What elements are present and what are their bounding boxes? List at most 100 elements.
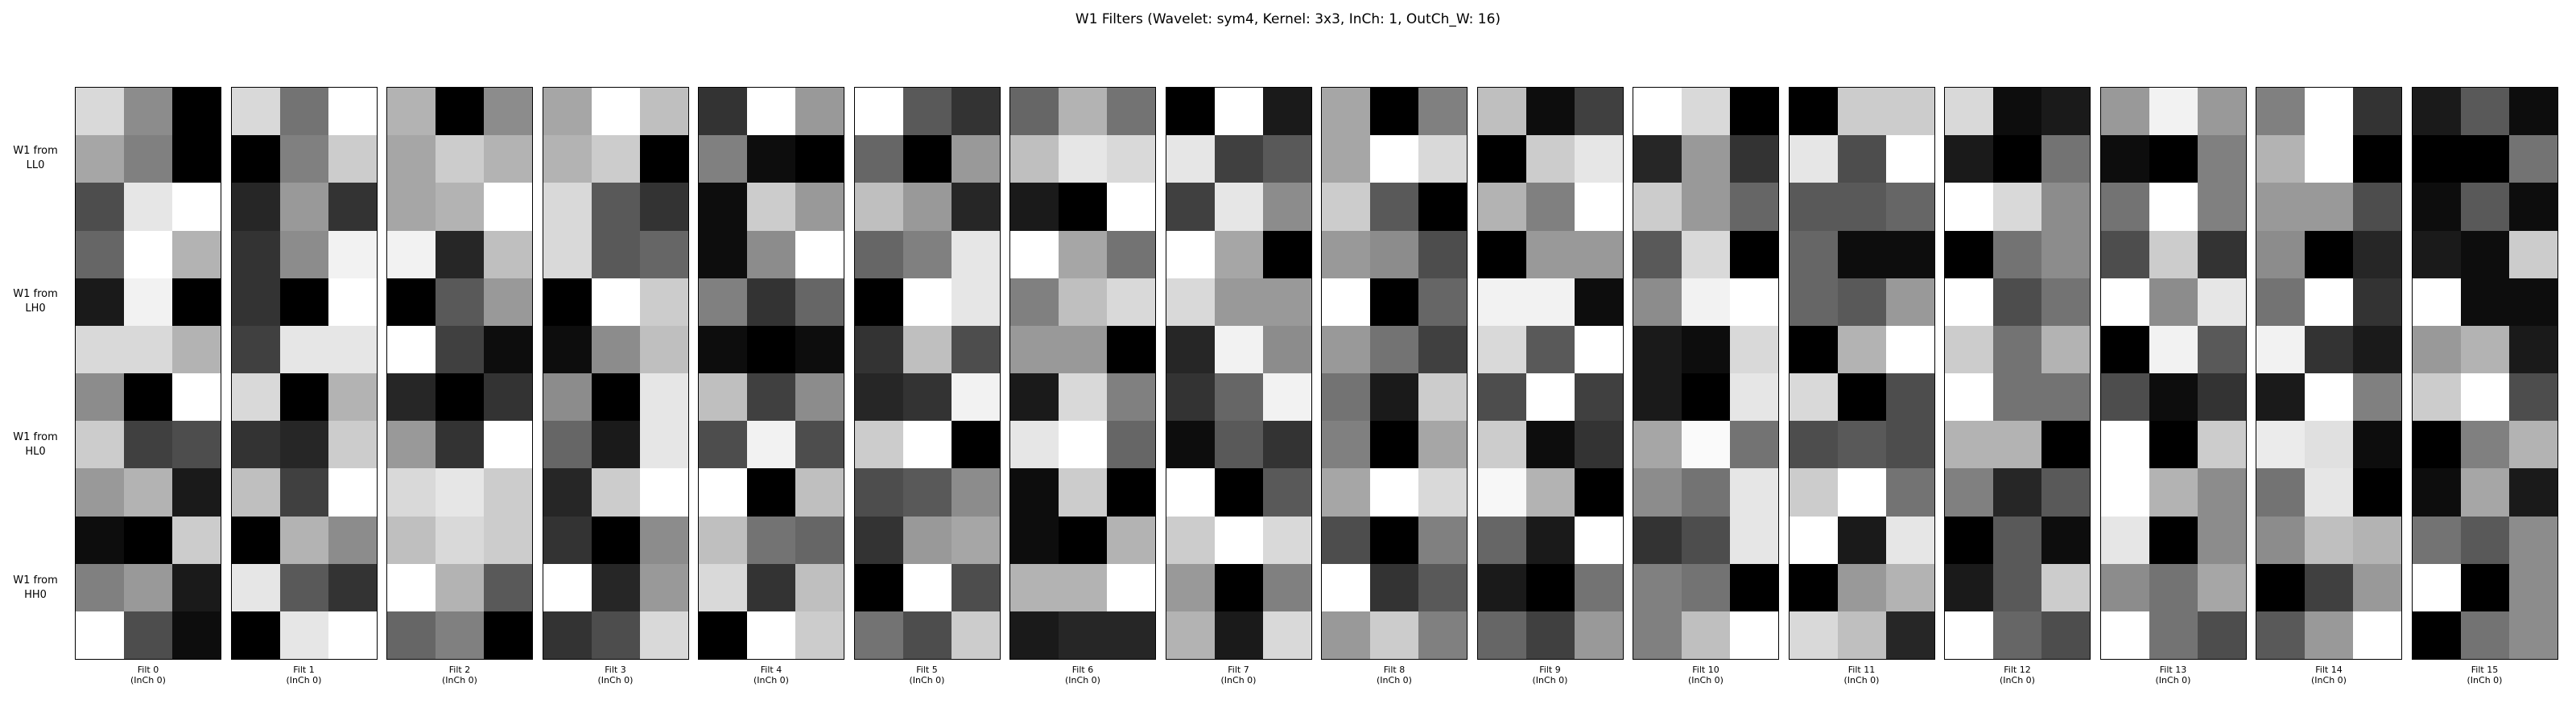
heatmap-cell [1107, 563, 1155, 611]
heatmap-cell [1477, 88, 1526, 136]
heatmap-cell [231, 183, 280, 231]
heatmap-cell [279, 468, 328, 517]
heatmap-cell [76, 421, 124, 469]
heatmap-cell [1993, 230, 2041, 278]
filter-label: Filt 14 (InCh 0) [2256, 665, 2402, 685]
heatmap-cell [76, 325, 124, 373]
heatmap-cell [1166, 421, 1215, 469]
filter-name: Filt 7 [1228, 665, 1249, 675]
heatmap-cell [1574, 135, 1623, 183]
heatmap-cell [387, 516, 436, 564]
heatmap-cell [1837, 516, 1886, 564]
heatmap-cell [2305, 88, 2353, 136]
heatmap-cell [854, 563, 903, 611]
heatmap-cell [2100, 468, 2149, 517]
heatmap-cell [699, 88, 747, 136]
heatmap-cell [231, 135, 280, 183]
heatmap-cell [2412, 88, 2461, 136]
heatmap-cell [1262, 516, 1311, 564]
heatmap-cell [1837, 135, 1886, 183]
heatmap-cell [1477, 516, 1526, 564]
heatmap-cell [1477, 325, 1526, 373]
heatmap-cell [231, 468, 280, 517]
heatmap-cell [2197, 278, 2246, 326]
heatmap-cell [1107, 183, 1155, 231]
heatmap-cell [76, 88, 124, 136]
heatmap-cell [2353, 563, 2401, 611]
heatmap-cell [1525, 183, 1575, 231]
heatmap-cell [951, 278, 1000, 326]
heatmap-cell [2100, 135, 2149, 183]
heatmap-cell [2353, 88, 2401, 136]
heatmap-cell [902, 468, 952, 517]
heatmap-cell [1730, 373, 1778, 422]
heatmap-cell [1633, 563, 1682, 611]
heatmap-cell [1730, 516, 1778, 564]
heatmap-cell [2041, 468, 2090, 517]
heatmap-cell [1214, 373, 1263, 422]
heatmap-cell [699, 373, 747, 422]
heatmap-cell [795, 468, 844, 517]
heatmap-cell [1166, 183, 1215, 231]
heatmap-cell [1730, 135, 1778, 183]
filter-name: Filt 8 [1383, 665, 1406, 675]
heatmap-cell [2149, 183, 2198, 231]
heatmap-cell [387, 468, 436, 517]
heatmap-cell [76, 183, 124, 231]
heatmap-cell [2149, 325, 2198, 373]
row-label: W1 from LH0 [13, 288, 58, 315]
filter-panel [1476, 87, 1624, 660]
heatmap-cell [951, 325, 1000, 373]
heatmap-cell [902, 88, 952, 136]
filter-label: Filt 2 (InCh 0) [386, 665, 533, 685]
heatmap-cell [2305, 421, 2353, 469]
heatmap-cell [854, 373, 903, 422]
heatmap-cell [2256, 88, 2305, 136]
heatmap-cell [2100, 563, 2149, 611]
heatmap-cell [639, 183, 688, 231]
heatmap-cell [436, 230, 484, 278]
heatmap-cell [1633, 468, 1682, 517]
heatmap-cell [1166, 373, 1215, 422]
heatmap-cell [172, 421, 221, 469]
heatmap-cell [639, 88, 688, 136]
heatmap-cell [1107, 230, 1155, 278]
heatmap-cell [279, 373, 328, 422]
heatmap-cell [747, 183, 795, 231]
heatmap-cell [2197, 230, 2246, 278]
heatmap-cell [1214, 135, 1263, 183]
heatmap-cell [2149, 230, 2198, 278]
heatmap-cell [1262, 373, 1311, 422]
heatmap-cell [1477, 373, 1526, 422]
heatmap-cell [2041, 563, 2090, 611]
heatmap-cell [1525, 230, 1575, 278]
heatmap-cell [1574, 88, 1623, 136]
heatmap-cell [1885, 468, 1934, 517]
heatmap-cell [1370, 230, 1418, 278]
heatmap-cell [2508, 611, 2557, 659]
heatmap-cell [1789, 563, 1838, 611]
filter-name: Filt 10 [1692, 665, 1719, 675]
heatmap-cell [1418, 230, 1467, 278]
heatmap-cell [1885, 516, 1934, 564]
filter-name: Filt 5 [916, 665, 938, 675]
heatmap-cell [1993, 563, 2041, 611]
heatmap-cell [1837, 563, 1886, 611]
heatmap-cell [1993, 516, 2041, 564]
heatmap-cell [1682, 421, 1730, 469]
heatmap-cell [2305, 516, 2353, 564]
heatmap-cell [387, 230, 436, 278]
heatmap-cell [2100, 325, 2149, 373]
filter-label: Filt 10 (InCh 0) [1633, 665, 1779, 685]
heatmap-cell [795, 278, 844, 326]
heatmap-cell [2305, 373, 2353, 422]
heatmap-cell [854, 88, 903, 136]
heatmap-cell [1945, 563, 1993, 611]
heatmap-cell [2149, 88, 2198, 136]
filter-sublabel: (InCh 0) [2311, 675, 2347, 685]
filter-label: Filt 1 (InCh 0) [231, 665, 378, 685]
heatmap-cell [1525, 421, 1575, 469]
heatmap-cell [1574, 325, 1623, 373]
heatmap-cell [124, 88, 172, 136]
heatmap-cell [1214, 278, 1263, 326]
